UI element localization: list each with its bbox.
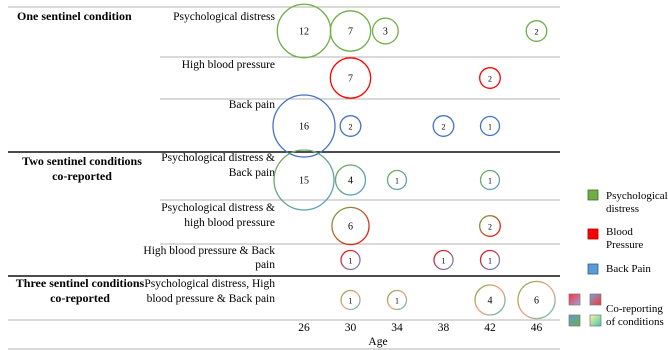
bubble-label: 2 — [349, 123, 353, 132]
bubble-label: 4 — [488, 296, 493, 307]
bubble — [479, 115, 501, 137]
group-labels: One sentinel condition Two sentinel cond… — [16, 9, 145, 305]
bubble — [339, 115, 362, 137]
bubble — [272, 94, 336, 158]
row-label: Psychological distress & high blood press… — [161, 202, 275, 229]
row-label: High blood pressure & Back pain — [143, 245, 275, 271]
legend-label-psych: Psychological distress — [606, 190, 668, 215]
bubble-label: 1 — [488, 177, 492, 186]
row-label: Psychological distress & Back pain — [161, 152, 275, 179]
bubble — [479, 67, 501, 89]
bubble-label: 3 — [383, 27, 388, 38]
group-label-two: Two sentinel conditions co-reported — [22, 154, 142, 183]
bubble — [340, 289, 361, 311]
bubble — [474, 284, 506, 316]
bubble-label: 1 — [488, 257, 492, 266]
row-label: Psychological distress, High blood pressu… — [144, 278, 275, 305]
x-tick-label: 42 — [484, 322, 496, 334]
bubble-label: 1 — [395, 177, 399, 186]
bubble-label: 1 — [442, 257, 446, 266]
bubble-label: 1 — [349, 297, 353, 306]
bubble-label: 1 — [488, 123, 492, 132]
bubble — [386, 289, 408, 311]
row-label: Back pain — [229, 99, 276, 111]
legend-swatch-mix-c — [568, 314, 581, 327]
group-label-one: One sentinel condition — [17, 9, 132, 23]
x-axis-ticks: 26 30 34 38 42 46 — [298, 322, 542, 334]
bubble — [273, 149, 335, 211]
bubble-label: 15 — [299, 176, 309, 187]
legend-swatch-psych — [587, 189, 599, 201]
x-tick-label: 46 — [531, 322, 543, 334]
x-axis-label: Age — [368, 336, 387, 348]
legend-label-mix: Co-reporting of conditions — [606, 303, 664, 328]
bubble — [334, 164, 367, 196]
bubble-label: 1 — [349, 257, 353, 266]
legend-label-bp: Blood Pressure — [606, 226, 643, 251]
bubble-label: 6 — [348, 222, 353, 233]
x-tick-label: 38 — [438, 322, 450, 334]
bubble-label: 4 — [348, 176, 353, 187]
bubble-label: 7 — [348, 74, 353, 85]
bubble — [386, 169, 408, 191]
legend-swatch-bp — [587, 228, 599, 240]
bubble-label: 12 — [299, 27, 309, 38]
row-labels: Psychological distress High blood pressur… — [143, 11, 275, 305]
bubble — [517, 280, 556, 320]
bubble — [371, 17, 399, 45]
legend-swatch-mix-d — [589, 314, 602, 327]
x-tick-label: 34 — [391, 322, 403, 334]
bubble — [329, 57, 372, 99]
bubbles: 12 7 3 27 216 2 2 115 4 1 16 21 1 11 1 4 6 — [272, 3, 556, 320]
bubble — [479, 249, 501, 271]
bubble — [329, 10, 372, 52]
bubble-label: 2 — [535, 28, 539, 37]
group-label-three: Three sentinel conditions co-reported — [16, 276, 145, 305]
bubble — [479, 215, 501, 237]
bubble-label: 16 — [299, 122, 309, 133]
bubble — [340, 249, 361, 271]
bubble-label: 6 — [534, 296, 539, 307]
bubble-label: 2 — [488, 75, 492, 84]
bubble-label: 1 — [395, 297, 399, 306]
row-label: High blood pressure — [182, 59, 275, 71]
bubble-label: 7 — [348, 27, 353, 38]
legend-swatch-back — [587, 263, 599, 275]
row-dividers — [8, 6, 560, 350]
bubble-label: 2 — [488, 223, 492, 232]
bubble — [433, 249, 454, 271]
legend-label-back: Back Pain — [606, 263, 651, 275]
x-tick-label: 26 — [298, 322, 310, 334]
legend-swatch-mix-b — [589, 293, 602, 306]
legend-swatch-mix-a — [568, 293, 581, 306]
bubble — [479, 169, 501, 191]
legend: Psychological distress Blood Pressure Back… — [568, 189, 668, 328]
bubble-label: 2 — [442, 123, 446, 132]
bubble — [432, 115, 455, 137]
bubble — [331, 206, 370, 246]
row-label: Psychological distress — [173, 11, 275, 23]
bubble — [525, 20, 548, 42]
x-tick-label: 30 — [345, 322, 357, 334]
